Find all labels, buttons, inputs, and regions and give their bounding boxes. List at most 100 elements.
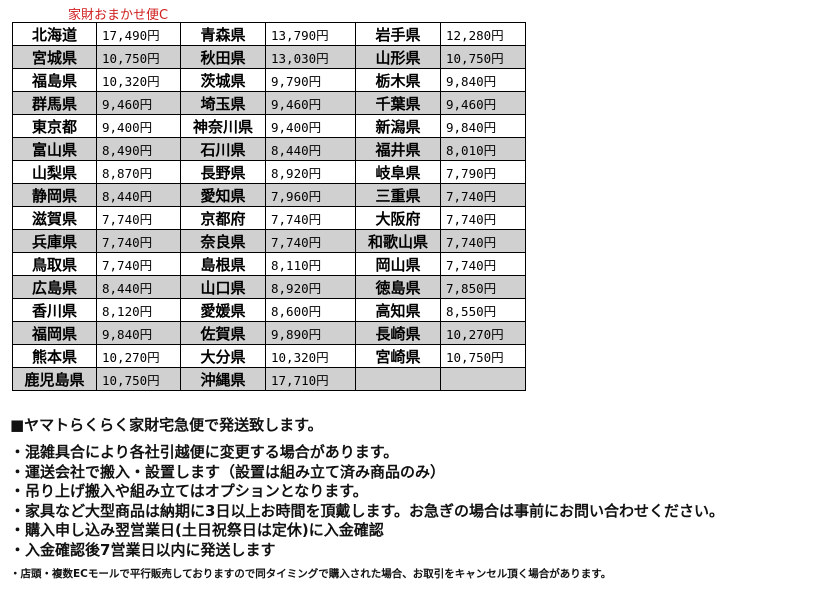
table-row: 群馬県 9,460円 埼玉県 9,460円 千葉県 9,460円 xyxy=(12,91,526,115)
prefecture-cell: 茨城県 xyxy=(180,68,266,92)
prefecture-cell xyxy=(355,367,441,391)
price-cell: 7,740円 xyxy=(265,229,356,253)
table-title: 家財おまかせ便C xyxy=(68,8,169,23)
prefecture-cell: 福島県 xyxy=(12,68,97,92)
prefecture-cell: 和歌山県 xyxy=(355,229,441,253)
prefecture-cell: 大阪府 xyxy=(355,206,441,230)
table-row: 熊本県 10,270円 大分県 10,320円 宮崎県 10,750円 xyxy=(12,344,526,368)
shipping-notes: ■ヤマトらくらく家財宅急便で発送致します。 ・混雑具合により各社引越便に変更する… xyxy=(10,414,724,581)
notes-bullet: ・入金確認後7営業日以内に発送します xyxy=(10,540,276,559)
table-row: 兵庫県 7,740円 奈良県 7,740円 和歌山県 7,740円 xyxy=(12,229,526,253)
notes-bullet: ・家具など大型商品は納期に3日以上お時間を頂戴します。お急ぎの場合は事前にお問い… xyxy=(10,501,724,520)
prefecture-cell: 島根県 xyxy=(180,252,266,276)
price-cell: 8,490円 xyxy=(96,137,181,161)
price-cell: 8,870円 xyxy=(96,160,181,184)
price-cell: 8,110円 xyxy=(265,252,356,276)
prefecture-cell: 奈良県 xyxy=(180,229,266,253)
table-row: 山梨県 8,870円 長野県 8,920円 岐阜県 7,790円 xyxy=(12,160,526,184)
price-cell: 8,440円 xyxy=(96,275,181,299)
prefecture-cell: 大分県 xyxy=(180,344,266,368)
price-cell: 13,030円 xyxy=(265,45,356,69)
price-cell: 8,920円 xyxy=(265,160,356,184)
price-cell: 9,790円 xyxy=(265,68,356,92)
prefecture-cell: 長崎県 xyxy=(355,321,441,345)
notes-bullet: ・購入申し込み翌営業日(土日祝祭日は定休)に入金確認 xyxy=(10,521,384,539)
price-cell: 10,750円 xyxy=(96,367,181,391)
shipping-fee-table: 北海道 17,490円 青森県 13,790円 岩手県 12,280円 宮城県 10,750円… xyxy=(12,22,526,391)
prefecture-cell: 長野県 xyxy=(180,160,266,184)
notes-bullet: ・混雑具合により各社引越便に変更する場合があります。 xyxy=(10,443,399,461)
price-cell: 13,790円 xyxy=(265,22,356,46)
table-row: 北海道 17,490円 青森県 13,790円 岩手県 12,280円 xyxy=(12,22,526,46)
table-row: 富山県 8,490円 石川県 8,440円 福井県 8,010円 xyxy=(12,137,526,161)
price-cell: 17,710円 xyxy=(265,367,356,391)
prefecture-cell: 熊本県 xyxy=(12,344,97,368)
prefecture-cell: 宮崎県 xyxy=(355,344,441,368)
notes-bullet: ・吊り上げ搬入や組み立てはオプションとなります。 xyxy=(10,482,368,500)
price-cell: 9,460円 xyxy=(440,91,526,115)
prefecture-cell: 秋田県 xyxy=(180,45,266,69)
table-row: 鳥取県 7,740円 島根県 8,110円 岡山県 7,740円 xyxy=(12,252,526,276)
price-cell: 9,460円 xyxy=(265,91,356,115)
prefecture-cell: 宮城県 xyxy=(12,45,97,69)
prefecture-cell: 岡山県 xyxy=(355,252,441,276)
prefecture-cell: 群馬県 xyxy=(12,91,97,115)
table-row: 広島県 8,440円 山口県 8,920円 徳島県 7,850円 xyxy=(12,275,526,299)
price-cell: 10,270円 xyxy=(440,321,526,345)
price-cell: 8,440円 xyxy=(96,183,181,207)
price-cell: 8,120円 xyxy=(96,298,181,322)
prefecture-cell: 広島県 xyxy=(12,275,97,299)
price-cell: 10,320円 xyxy=(96,68,181,92)
prefecture-cell: 徳島県 xyxy=(355,275,441,299)
price-cell: 9,890円 xyxy=(265,321,356,345)
price-cell: 8,550円 xyxy=(440,298,526,322)
prefecture-cell: 山形県 xyxy=(355,45,441,69)
prefecture-cell: 東京都 xyxy=(12,114,97,138)
prefecture-cell: 青森県 xyxy=(180,22,266,46)
price-cell: 7,740円 xyxy=(440,183,526,207)
table-row: 静岡県 8,440円 愛知県 7,960円 三重県 7,740円 xyxy=(12,183,526,207)
table-row: 鹿児島県 10,750円 沖縄県 17,710円 xyxy=(12,367,526,391)
price-cell: 7,740円 xyxy=(96,252,181,276)
price-cell: 8,010円 xyxy=(440,137,526,161)
price-cell: 10,320円 xyxy=(265,344,356,368)
price-cell: 7,850円 xyxy=(440,275,526,299)
prefecture-cell: 高知県 xyxy=(355,298,441,322)
price-cell: 10,750円 xyxy=(96,45,181,69)
price-cell: 17,490円 xyxy=(96,22,181,46)
table-row: 香川県 8,120円 愛媛県 8,600円 高知県 8,550円 xyxy=(12,298,526,322)
price-cell: 9,400円 xyxy=(265,114,356,138)
prefecture-cell: 静岡県 xyxy=(12,183,97,207)
price-cell: 7,960円 xyxy=(265,183,356,207)
prefecture-cell: 京都府 xyxy=(180,206,266,230)
table-row: 福島県 10,320円 茨城県 9,790円 栃木県 9,840円 xyxy=(12,68,526,92)
prefecture-cell: 鹿児島県 xyxy=(12,367,97,391)
price-cell: 10,750円 xyxy=(440,45,526,69)
price-cell: 7,740円 xyxy=(96,206,181,230)
table-row: 滋賀県 7,740円 京都府 7,740円 大阪府 7,740円 xyxy=(12,206,526,230)
price-cell: 7,790円 xyxy=(440,160,526,184)
price-cell: 7,740円 xyxy=(265,206,356,230)
prefecture-cell: 佐賀県 xyxy=(180,321,266,345)
prefecture-cell: 埼玉県 xyxy=(180,91,266,115)
price-cell: 9,840円 xyxy=(440,68,526,92)
price-cell: 9,840円 xyxy=(440,114,526,138)
prefecture-cell: 三重県 xyxy=(355,183,441,207)
price-cell xyxy=(440,367,526,391)
prefecture-cell: 北海道 xyxy=(12,22,97,46)
prefecture-cell: 岐阜県 xyxy=(355,160,441,184)
price-cell: 10,270円 xyxy=(96,344,181,368)
price-cell: 7,740円 xyxy=(440,252,526,276)
prefecture-cell: 富山県 xyxy=(12,137,97,161)
price-cell: 7,740円 xyxy=(440,229,526,253)
prefecture-cell: 兵庫県 xyxy=(12,229,97,253)
prefecture-cell: 鳥取県 xyxy=(12,252,97,276)
prefecture-cell: 石川県 xyxy=(180,137,266,161)
price-cell: 8,600円 xyxy=(265,298,356,322)
prefecture-cell: 愛知県 xyxy=(180,183,266,207)
prefecture-cell: 千葉県 xyxy=(355,91,441,115)
prefecture-cell: 沖縄県 xyxy=(180,367,266,391)
prefecture-cell: 岩手県 xyxy=(355,22,441,46)
notes-small-print: ・店頭・複数ECモールで平行販売しておりますので同タイミングで購入された場合、お… xyxy=(10,568,612,580)
prefecture-cell: 滋賀県 xyxy=(12,206,97,230)
